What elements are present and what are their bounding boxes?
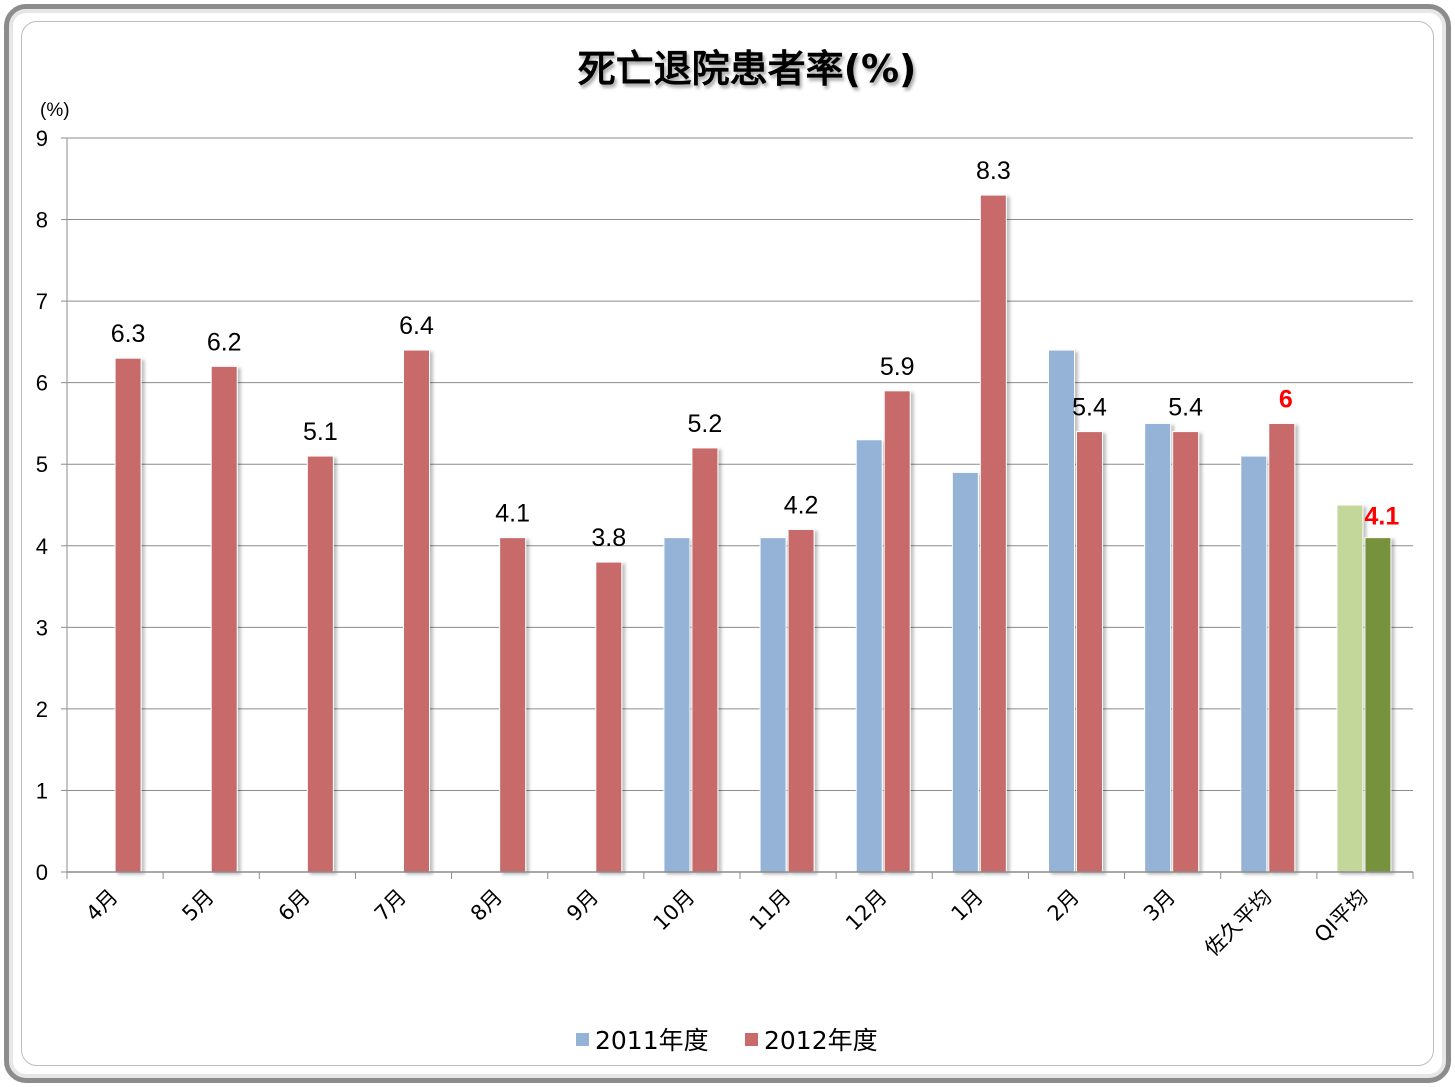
y-tick-label: 4 — [36, 534, 48, 559]
x-tick-label: 5月 — [177, 885, 218, 926]
bar-2012-10月 — [691, 447, 719, 873]
bar-2011-QI平均 — [1336, 504, 1364, 873]
bar-2011-3月 — [1144, 422, 1172, 873]
bar-2012-1月 — [979, 194, 1007, 873]
x-tick-label: 10月 — [649, 885, 700, 936]
bar-2012-QI平均 — [1364, 537, 1392, 873]
x-tick-label: 12月 — [841, 885, 892, 936]
data-label-10月: 5.2 — [688, 410, 723, 438]
data-label-5月: 6.2 — [207, 328, 242, 356]
y-tick-label: 3 — [36, 615, 48, 640]
data-label-11月: 4.2 — [784, 491, 819, 519]
x-tick-label: 8月 — [466, 885, 507, 926]
x-tick-label: 6月 — [274, 885, 315, 926]
bar-2012-2月 — [1076, 431, 1103, 873]
bar-2012-9月 — [595, 561, 623, 873]
data-label-8月: 4.1 — [495, 500, 530, 528]
bar-2012-4月 — [114, 357, 142, 873]
data-label-7月: 6.4 — [399, 312, 434, 340]
x-tick-label: 1月 — [947, 885, 988, 926]
x-tick-label: 佐久平均 — [1200, 885, 1276, 961]
x-tick-label: 3月 — [1139, 885, 1180, 926]
chart-frame — [4, 4, 1451, 1083]
data-label-1月: 8.3 — [976, 157, 1011, 185]
y-tick-label: 0 — [36, 860, 48, 885]
data-label-2月: 5.4 — [1072, 394, 1107, 422]
x-tick-label: 9月 — [562, 885, 603, 926]
bar-2012-8月 — [499, 537, 527, 873]
x-tick-label: 4月 — [81, 885, 122, 926]
bar-2011-1月 — [951, 471, 979, 873]
x-tick-label: 11月 — [745, 885, 796, 936]
bar-2012-12月 — [883, 390, 911, 873]
y-tick-label: 2 — [36, 697, 48, 722]
bar-2011-2月 — [1048, 349, 1075, 873]
data-label-3月: 5.4 — [1168, 394, 1203, 422]
legend-label: 2012年度 — [764, 1026, 878, 1055]
bar-2012-5月 — [210, 365, 238, 873]
legend-swatch — [745, 1033, 758, 1046]
bar-2011-11月 — [759, 537, 787, 873]
y-tick-label: 9 — [36, 126, 48, 151]
bar-2012-7月 — [403, 349, 430, 873]
y-axis-unit: (%) — [40, 100, 70, 121]
y-tick-label: 6 — [36, 371, 48, 396]
bar-2011-10月 — [663, 537, 691, 873]
bar-2011-佐久平均 — [1240, 455, 1268, 873]
x-tick-label: 7月 — [370, 885, 411, 926]
x-tick-label: 2月 — [1043, 885, 1084, 926]
bar-2012-6月 — [306, 455, 334, 873]
chart-title: 死亡退院患者率(%) — [578, 47, 917, 91]
data-label-6月: 5.1 — [303, 418, 338, 446]
legend-swatch — [576, 1033, 589, 1046]
y-tick-label: 1 — [36, 778, 48, 803]
y-tick-label: 7 — [36, 289, 48, 314]
data-label-9月: 3.8 — [591, 524, 626, 552]
bar-2012-3月 — [1172, 431, 1200, 873]
data-label-12月: 5.9 — [880, 353, 915, 381]
legend: 2011年度 2012年度 — [576, 1026, 878, 1055]
x-tick-label: QI平均 — [1310, 885, 1373, 948]
chart-frame-inner — [21, 21, 1434, 1066]
bar-2011-12月 — [855, 439, 883, 873]
y-tick-label: 5 — [36, 452, 48, 477]
bar-2012-11月 — [787, 528, 815, 873]
legend-label: 2011年度 — [595, 1026, 709, 1055]
data-label-4月: 6.3 — [111, 320, 146, 348]
data-label-QI平均: 4.1 — [1365, 503, 1400, 531]
bar-2012-佐久平均 — [1268, 422, 1296, 873]
y-tick-label: 8 — [36, 208, 48, 233]
data-label-佐久平均: 6 — [1279, 385, 1293, 413]
